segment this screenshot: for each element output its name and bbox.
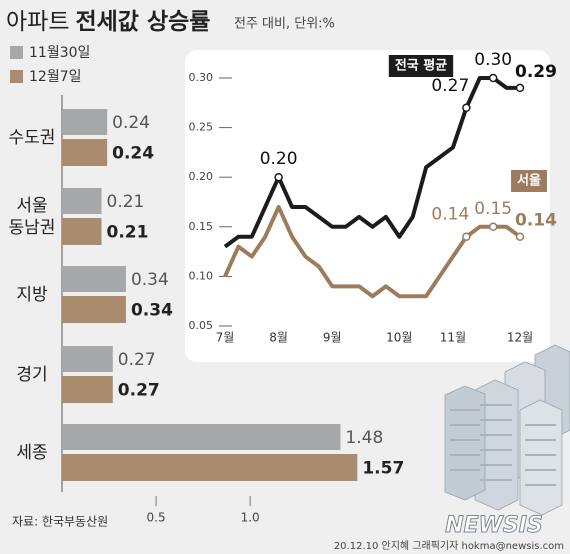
legend-swatch bbox=[10, 70, 23, 83]
source: 자료: 한국부동산원 bbox=[12, 515, 108, 529]
y-tick-label: 0.10 bbox=[189, 269, 214, 282]
x-tick-label: 10월 bbox=[386, 331, 412, 345]
category-label: 서울 동남권 bbox=[9, 196, 56, 238]
series-label-box bbox=[511, 170, 547, 192]
value-label: 0.15 bbox=[474, 199, 512, 219]
point bbox=[274, 172, 283, 182]
value-label: 0.34 bbox=[131, 301, 173, 321]
bar bbox=[62, 376, 113, 403]
point bbox=[488, 73, 498, 83]
y-tick-label: 0.30 bbox=[189, 71, 214, 84]
category-label: 세종 bbox=[16, 443, 47, 463]
bar bbox=[62, 139, 108, 166]
value-label: 0.24 bbox=[112, 113, 150, 133]
value-label: 0.14 bbox=[515, 211, 557, 231]
credit: 20.12.10 안지혜 그래픽기자 hokma@newsis.com bbox=[334, 540, 564, 552]
title-bold: 전세값 상승률 bbox=[75, 9, 210, 35]
value-label: 1.48 bbox=[345, 428, 383, 448]
category-label: 지방 bbox=[16, 285, 48, 305]
bar bbox=[62, 454, 358, 481]
value-label: 0.29 bbox=[515, 62, 557, 82]
point bbox=[462, 103, 471, 113]
value-label: 0.27 bbox=[118, 381, 160, 401]
bar bbox=[62, 346, 113, 372]
y-tick-label: 0.15 bbox=[189, 220, 214, 233]
value-label: 0.30 bbox=[474, 50, 512, 70]
value-label: 0.14 bbox=[431, 205, 469, 225]
value-label: 0.21 bbox=[107, 192, 145, 212]
y-tick-label: 0.25 bbox=[189, 121, 214, 134]
value-label: 0.27 bbox=[118, 350, 156, 370]
value-label: 0.24 bbox=[112, 144, 154, 164]
title-light: 아파트 bbox=[6, 9, 69, 35]
series-label: 전국 평균 bbox=[395, 58, 447, 74]
y-tick-label: 0.20 bbox=[189, 170, 214, 183]
x-tick-label: 12월 bbox=[507, 331, 533, 345]
subtitle: 전주 대비, 단위:% bbox=[234, 17, 335, 32]
point bbox=[488, 222, 498, 232]
bar bbox=[62, 218, 102, 245]
series-label: 서울 bbox=[517, 173, 541, 189]
bar bbox=[62, 188, 102, 214]
point bbox=[515, 232, 525, 241]
value-label: 0.34 bbox=[131, 270, 169, 290]
x-tick-label: 0.5 bbox=[147, 511, 166, 525]
point bbox=[462, 232, 471, 241]
legend-label: 11월30일 bbox=[29, 45, 90, 61]
value-label: 0.27 bbox=[431, 76, 469, 96]
bar bbox=[62, 424, 341, 450]
legend-label: 12월7일 bbox=[29, 69, 81, 85]
line bbox=[223, 76, 520, 249]
x-tick-label: 11월 bbox=[440, 331, 466, 345]
x-tick-label: 9월 bbox=[323, 331, 342, 345]
legend-swatch bbox=[10, 46, 23, 59]
series-label-box bbox=[388, 55, 454, 77]
value-label: 0.21 bbox=[107, 223, 149, 243]
bar bbox=[62, 266, 126, 292]
x-tick-label: 1.0 bbox=[241, 511, 260, 525]
bar bbox=[62, 296, 126, 323]
x-tick-label: 8월 bbox=[269, 331, 288, 345]
category-label: 수도권 bbox=[9, 128, 56, 148]
value-label: 1.57 bbox=[362, 459, 404, 479]
buildings-illustration bbox=[444, 344, 570, 516]
line bbox=[223, 204, 522, 299]
category-label: 경기 bbox=[16, 365, 47, 385]
bar bbox=[62, 109, 108, 135]
y-tick-label: 0.05 bbox=[189, 319, 214, 332]
x-tick-label: 7월 bbox=[216, 331, 235, 345]
title: 아파트 전세값 상승률 bbox=[6, 9, 210, 35]
value-label: 0.20 bbox=[260, 149, 298, 169]
logo: NEWSIS bbox=[445, 513, 543, 538]
point bbox=[515, 83, 525, 93]
